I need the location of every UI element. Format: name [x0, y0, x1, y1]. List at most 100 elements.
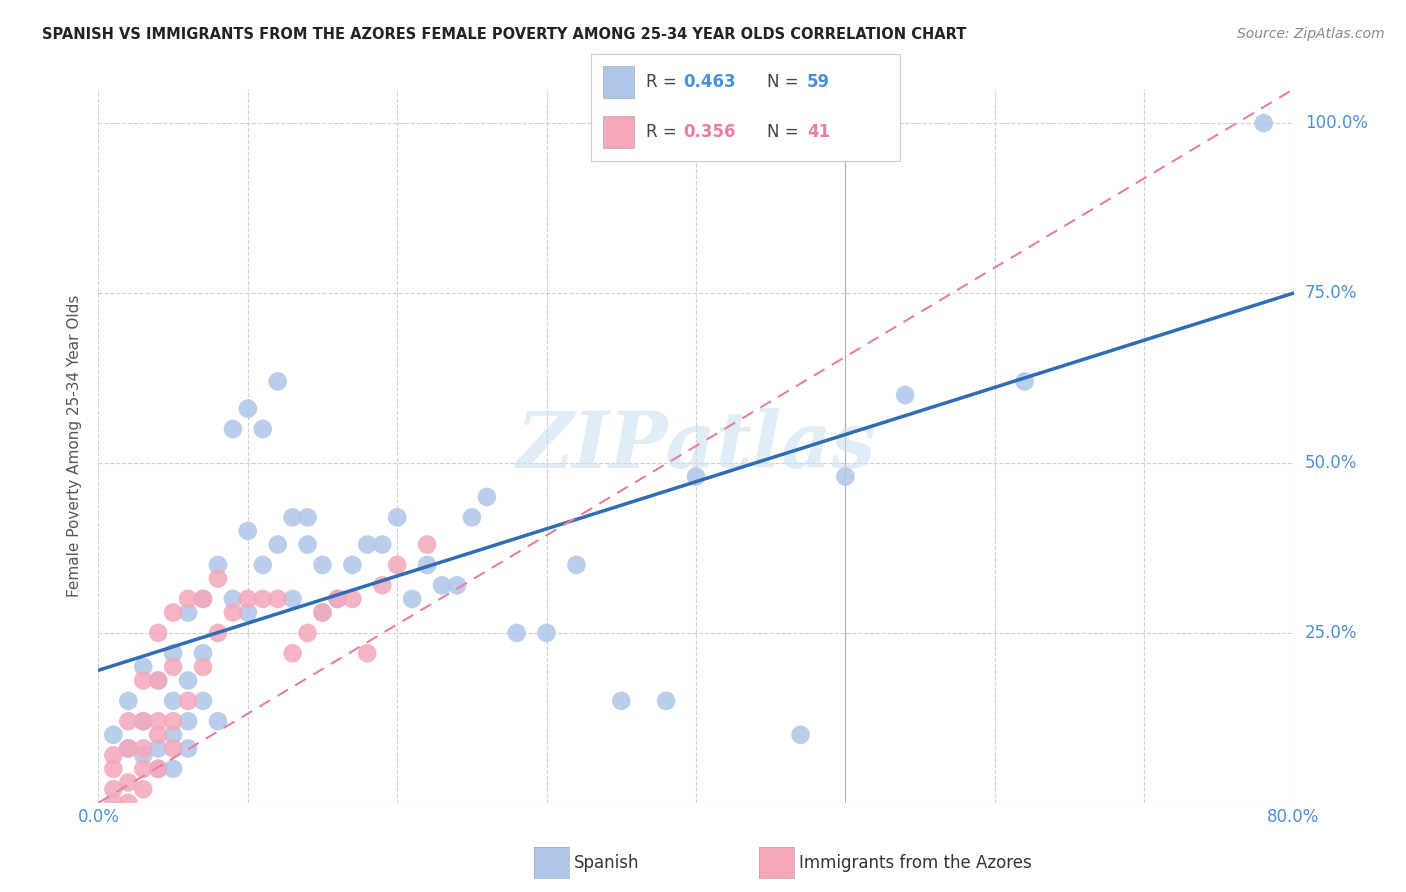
Point — [236, 401, 259, 416]
Point — [162, 741, 184, 756]
Point — [191, 660, 214, 674]
Point — [117, 694, 139, 708]
Point — [385, 558, 409, 572]
Point — [311, 606, 333, 620]
Text: N =: N = — [766, 123, 804, 141]
Point — [162, 728, 184, 742]
Text: 50.0%: 50.0% — [1305, 454, 1357, 472]
Point — [191, 591, 214, 606]
Point — [281, 646, 304, 660]
Point — [430, 578, 453, 592]
Text: R =: R = — [647, 123, 682, 141]
Point — [117, 796, 139, 810]
Point — [222, 606, 245, 620]
Text: ZIPatlas: ZIPatlas — [516, 408, 876, 484]
Point — [162, 660, 184, 674]
Point — [252, 558, 274, 572]
Point — [162, 714, 184, 729]
Point — [416, 537, 439, 551]
Point — [177, 591, 200, 606]
Point — [385, 510, 409, 524]
Point — [371, 578, 394, 592]
Point — [297, 510, 319, 524]
Point — [506, 626, 529, 640]
Point — [834, 469, 856, 483]
Point — [191, 694, 214, 708]
Point — [446, 578, 468, 592]
Point — [177, 694, 200, 708]
Point — [103, 728, 125, 742]
Point — [177, 714, 200, 729]
Point — [191, 646, 214, 660]
Point — [103, 796, 125, 810]
Point — [132, 762, 155, 776]
Text: SPANISH VS IMMIGRANTS FROM THE AZORES FEMALE POVERTY AMONG 25-34 YEAR OLDS CORRE: SPANISH VS IMMIGRANTS FROM THE AZORES FE… — [42, 27, 966, 42]
Point — [148, 673, 170, 688]
Point — [371, 537, 394, 551]
Point — [162, 762, 184, 776]
Point — [236, 524, 259, 538]
Point — [177, 741, 200, 756]
Point — [311, 558, 333, 572]
Point — [267, 375, 290, 389]
Point — [148, 762, 170, 776]
Point — [297, 537, 319, 551]
Text: 0.356: 0.356 — [683, 123, 735, 141]
Point — [132, 660, 155, 674]
Point — [207, 572, 229, 586]
Point — [281, 591, 304, 606]
Point — [252, 422, 274, 436]
Point — [267, 591, 290, 606]
Point — [326, 591, 349, 606]
Point — [342, 558, 364, 572]
Point — [655, 694, 678, 708]
Point — [536, 626, 558, 640]
Point — [342, 591, 364, 606]
Point — [148, 673, 170, 688]
Point — [103, 762, 125, 776]
Point — [132, 714, 155, 729]
Point — [416, 558, 439, 572]
Point — [610, 694, 633, 708]
Point — [1014, 375, 1036, 389]
Point — [103, 782, 125, 797]
Point — [222, 422, 245, 436]
Text: 59: 59 — [807, 73, 830, 91]
Point — [132, 714, 155, 729]
Point — [297, 626, 319, 640]
Point — [177, 606, 200, 620]
Text: 0.463: 0.463 — [683, 73, 735, 91]
Point — [789, 728, 811, 742]
Point — [162, 606, 184, 620]
Point — [162, 646, 184, 660]
Text: Spanish: Spanish — [574, 854, 640, 871]
Text: 100.0%: 100.0% — [1305, 114, 1368, 132]
Point — [148, 762, 170, 776]
Point — [565, 558, 588, 572]
Point — [207, 558, 229, 572]
FancyBboxPatch shape — [603, 66, 634, 98]
Text: 25.0%: 25.0% — [1305, 624, 1357, 642]
Point — [132, 741, 155, 756]
Point — [236, 591, 259, 606]
Point — [685, 469, 707, 483]
Point — [207, 626, 229, 640]
Point — [162, 694, 184, 708]
Point — [148, 741, 170, 756]
Point — [222, 591, 245, 606]
Point — [356, 537, 378, 551]
Point — [401, 591, 423, 606]
Point — [252, 591, 274, 606]
Point — [356, 646, 378, 660]
Text: R =: R = — [647, 73, 682, 91]
Point — [1253, 116, 1275, 130]
Point — [148, 626, 170, 640]
Point — [894, 388, 917, 402]
Point — [267, 537, 290, 551]
Point — [132, 673, 155, 688]
Text: Immigrants from the Azores: Immigrants from the Azores — [799, 854, 1032, 871]
Point — [177, 673, 200, 688]
Point — [191, 591, 214, 606]
Point — [236, 606, 259, 620]
Point — [132, 782, 155, 797]
